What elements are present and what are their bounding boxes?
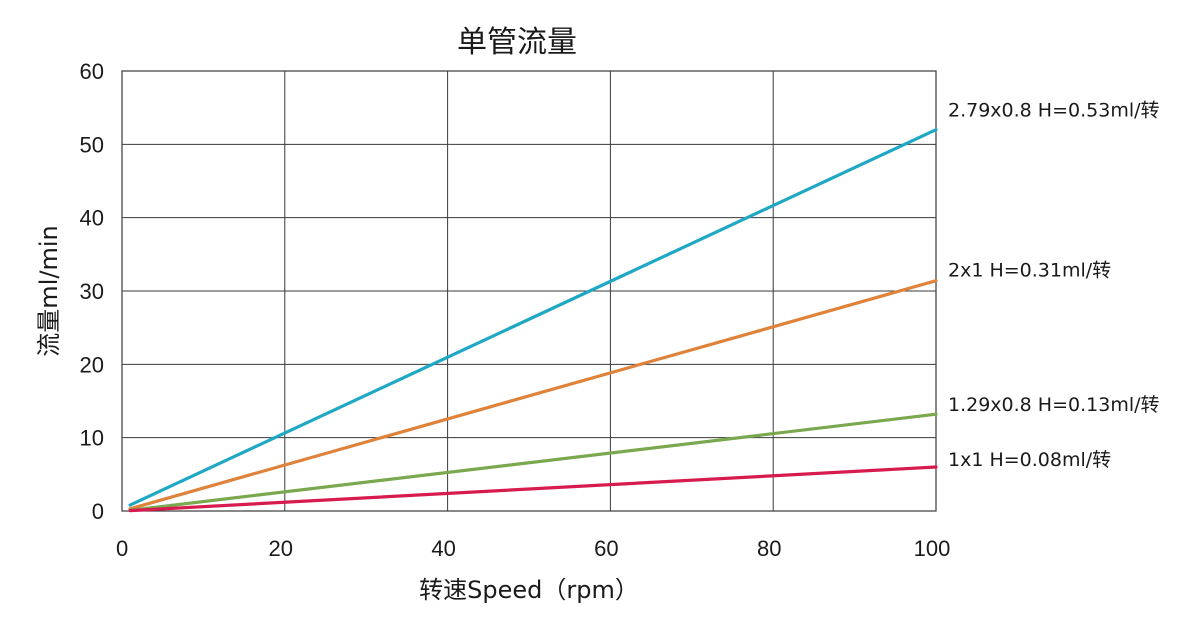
x-tick-label-2: 40: [431, 536, 455, 561]
x-axis-title: 转速Speed（rpm）: [419, 576, 639, 604]
x-tick-label-5: 100: [914, 536, 951, 561]
series-label-3: 1x1 H=0.08ml/转: [948, 449, 1111, 471]
y-tick-labels: 0 10 20 30 40 50 60: [80, 59, 104, 524]
series-label-2: 1.29x0.8 H=0.13ml/转: [948, 394, 1160, 416]
x-tick-labels: 0 20 40 60 80 100: [116, 536, 950, 561]
y-axis-title: 流量ml/min: [35, 225, 63, 356]
plot-frame: [121, 70, 937, 512]
series-line-2: [128, 412, 938, 512]
y-tick-label-6: 60: [80, 59, 104, 84]
x-tick-label-4: 80: [757, 536, 781, 561]
x-tick-label-3: 60: [594, 536, 618, 561]
series-label-1: 2x1 H=0.31ml/转: [948, 260, 1111, 282]
y-tick-label-5: 50: [80, 132, 104, 157]
y-tick-label-4: 40: [80, 206, 104, 231]
series-end-labels: 2.79x0.8 H=0.53ml/转 2x1 H=0.31ml/转 1.29x0.…: [948, 100, 1160, 471]
series-line-1: [128, 279, 938, 511]
y-tick-label-1: 10: [80, 426, 104, 451]
x-tick-label-0: 0: [116, 536, 128, 561]
series-label-0: 2.79x0.8 H=0.53ml/转: [948, 100, 1160, 122]
y-tick-label-3: 30: [80, 279, 104, 304]
y-tick-label-0: 0: [92, 499, 104, 524]
grid-lines: [122, 71, 936, 511]
series-line-0: [128, 128, 938, 507]
x-tick-label-1: 20: [269, 536, 293, 561]
series-line-3: [128, 465, 938, 513]
series-lines: [128, 128, 938, 513]
y-tick-label-2: 20: [80, 352, 104, 377]
chart-title: 单管流量: [457, 25, 577, 60]
